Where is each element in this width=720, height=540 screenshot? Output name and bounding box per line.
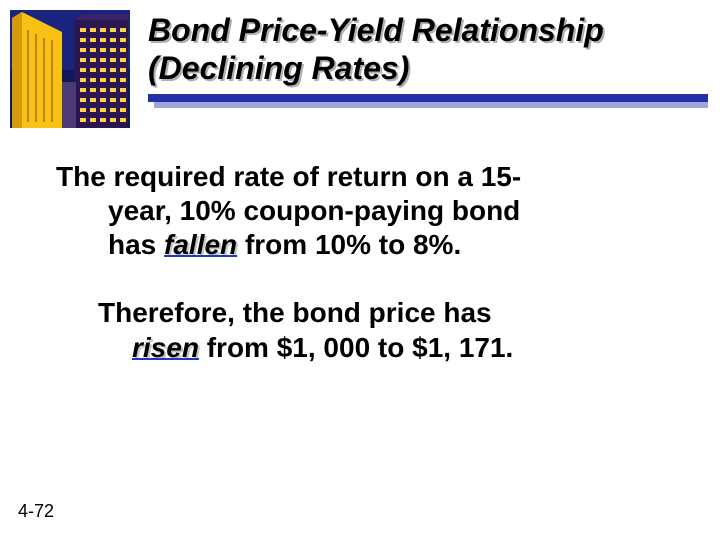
p1-line2: year, 10% coupon-paying bond: [108, 195, 520, 226]
title-line2: (Declining Rates): [148, 50, 409, 86]
slide-number: 4-72: [18, 501, 54, 522]
p1-line3b: from 10% to 8%.: [237, 229, 461, 260]
title-block: Bond Price-Yield Relationship Bond Price…: [130, 10, 720, 102]
slide-body: The required rate of return on a 15- yea…: [0, 128, 720, 365]
decorative-thumbnail: [10, 10, 130, 128]
p2-line1: Therefore, the bond price has: [98, 297, 492, 328]
skyscrapers-icon: [10, 10, 130, 128]
emphasis-risen: risenrisen: [132, 331, 199, 365]
title-underline: [148, 100, 708, 102]
title-line1: Bond Price-Yield Relationship: [148, 12, 604, 48]
emphasis-fallen: fallenfallen: [164, 228, 237, 262]
paragraph-1: The required rate of return on a 15- yea…: [56, 160, 660, 262]
p1-line3a: has: [108, 229, 164, 260]
p1-line1: The required rate of return on a 15-: [56, 161, 521, 192]
slide-title: Bond Price-Yield Relationship Bond Price…: [148, 12, 720, 88]
paragraph-2: Therefore, the bond price has risenrisen…: [56, 296, 660, 364]
title-underline-main: [148, 94, 708, 102]
p2-line2b: from $1, 000 to $1, 171.: [199, 332, 513, 363]
header-row: Bond Price-Yield Relationship Bond Price…: [0, 0, 720, 128]
